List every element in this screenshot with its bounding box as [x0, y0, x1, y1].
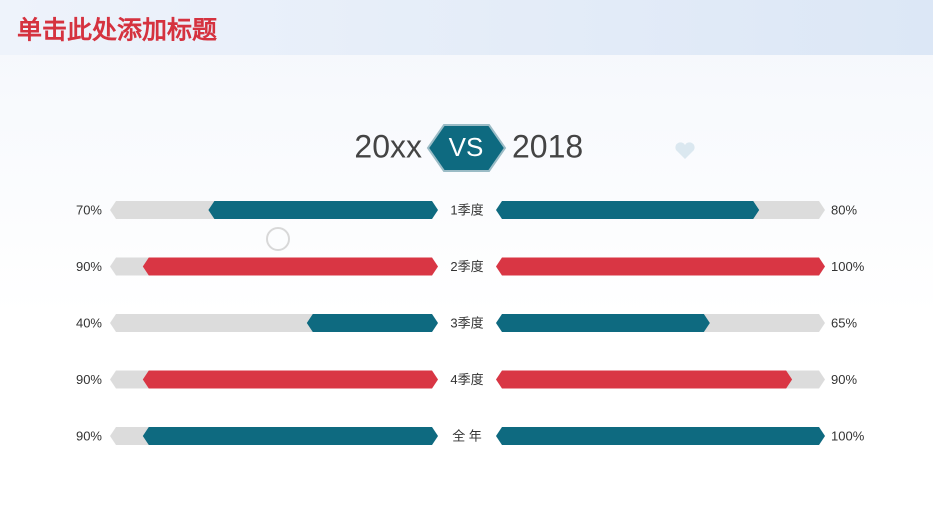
- bar: [496, 257, 825, 276]
- value-label: 40%: [76, 315, 102, 330]
- category-label: 3季度: [450, 315, 483, 330]
- category-label: 2季度: [450, 259, 483, 274]
- legend-left: 20xx: [354, 128, 422, 164]
- bar: [208, 201, 438, 219]
- circle-deco: [266, 227, 290, 251]
- bar: [496, 201, 760, 219]
- slide-title: 单击此处添加标题: [17, 17, 217, 45]
- bar: [496, 427, 825, 445]
- value-label: 90%: [76, 428, 102, 443]
- category-label: 全 年: [452, 428, 482, 443]
- bar: [496, 370, 793, 389]
- bar: [142, 370, 439, 389]
- header-band: [0, 0, 933, 55]
- vs-badge: [426, 124, 507, 172]
- value-label: 90%: [76, 259, 102, 274]
- value-label: 100%: [831, 259, 865, 274]
- bar: [142, 427, 439, 445]
- value-label: 90%: [831, 372, 857, 387]
- heart-deco: [675, 142, 695, 159]
- value-label: 100%: [831, 428, 865, 443]
- bar: [306, 314, 438, 332]
- vs-text: VS: [449, 132, 484, 162]
- value-label: 90%: [76, 372, 102, 387]
- value-label: 65%: [831, 315, 857, 330]
- legend-right: 2018: [512, 128, 583, 164]
- category-label: 4季度: [450, 372, 483, 387]
- value-label: 70%: [76, 202, 102, 217]
- value-label: 80%: [831, 202, 857, 217]
- bar: [142, 257, 439, 276]
- bar: [496, 314, 710, 332]
- category-label: 1季度: [450, 202, 483, 217]
